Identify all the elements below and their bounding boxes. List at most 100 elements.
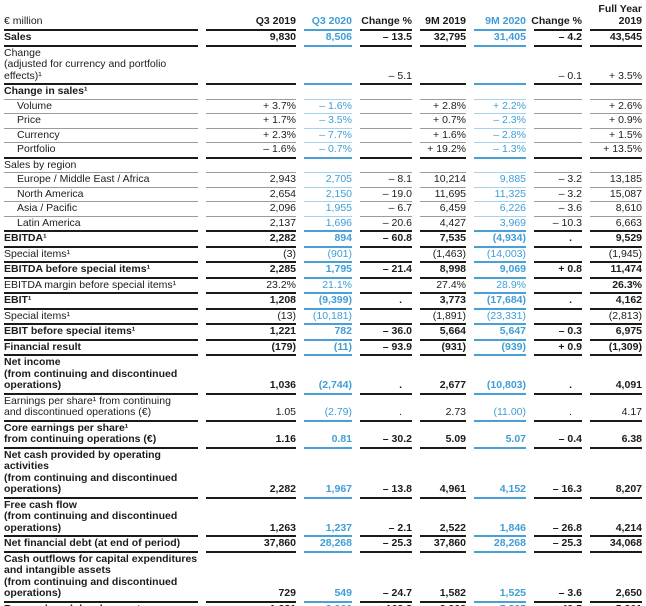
cell-change-pct-q3: – 20.6 bbox=[360, 217, 412, 232]
cell-9m-2019: 11,695 bbox=[420, 188, 466, 202]
cell-q3-2019: 1,281 bbox=[206, 603, 296, 606]
table-row: EBIT¹ 1,208 (9,399). 3,773 (17,684). 4,162 bbox=[4, 294, 642, 310]
cell-q3-2020: 1,237 bbox=[304, 499, 352, 537]
cell-full-year-2019: 34,068 bbox=[590, 537, 642, 553]
row-label: Change in sales¹ bbox=[4, 85, 198, 100]
cell-9m-2020: 1,846 bbox=[474, 499, 526, 537]
cell-9m-2019: 2.73 bbox=[420, 395, 466, 422]
cell-9m-2020: 5,647 bbox=[474, 325, 526, 341]
cell-q3-2020: 8,506 bbox=[304, 31, 352, 47]
cell-q3-2019 bbox=[206, 47, 296, 85]
cell-9m-2020: – 1.3% bbox=[474, 143, 526, 159]
cell-full-year-2019: 6.38 bbox=[590, 422, 642, 449]
cell-q3-2019: 1.05 bbox=[206, 395, 296, 422]
cell-q3-2020: (2,744) bbox=[304, 356, 352, 395]
cell-9m-2019: 1,582 bbox=[420, 553, 466, 603]
cell-q3-2019: 2,943 bbox=[206, 173, 296, 188]
cell-q3-2020: 1,967 bbox=[304, 449, 352, 499]
table-row: North America 2,654 2,150 – 19.0 11,695 11,32… bbox=[4, 187, 642, 202]
cell-change-pct-q3: – 8.1 bbox=[360, 173, 412, 188]
row-label: North America bbox=[4, 187, 198, 202]
cell-9m-2019: (1,463) bbox=[420, 248, 466, 263]
row-label-line: Research and development expenses bbox=[4, 603, 191, 606]
cell-9m-2019 bbox=[420, 159, 466, 173]
cell-9m-2019: 37,860 bbox=[420, 537, 466, 553]
cell-change-pct-q3: . bbox=[360, 395, 412, 422]
cell-change-pct-9m bbox=[534, 143, 582, 159]
cell-q3-2019: 2,654 bbox=[206, 188, 296, 202]
cell-q3-2019: 9,830 bbox=[206, 31, 296, 47]
unit-label: € million bbox=[4, 3, 198, 31]
cell-9m-2020: (11.00) bbox=[474, 395, 526, 422]
row-label: EBIT¹ bbox=[4, 294, 198, 310]
cell-q3-2019: 37,860 bbox=[206, 537, 296, 553]
row-label-line: North America bbox=[17, 187, 84, 200]
cell-9m-2020: (10,803) bbox=[474, 356, 526, 395]
cell-change-pct-q3 bbox=[360, 100, 412, 114]
row-label: Earnings per share¹ from continuing and d… bbox=[4, 395, 198, 422]
row-label: Free cash flow (from continuing and disco… bbox=[4, 499, 198, 537]
cell-9m-2019: 5.09 bbox=[420, 422, 466, 449]
cell-change-pct-q3 bbox=[360, 143, 412, 159]
cell-change-pct-9m: + 0.9 bbox=[534, 341, 582, 356]
cell-change-pct-9m bbox=[534, 248, 582, 263]
cell-change-pct-9m: – 3.6 bbox=[534, 553, 582, 603]
cell-full-year-2019: 2,650 bbox=[590, 553, 642, 603]
cell-full-year-2019: + 2.6% bbox=[590, 100, 642, 114]
cell-full-year-2019: 13,185 bbox=[590, 173, 642, 188]
table-header-row: € million Q3 2019 Q3 2020 Change % 9M 20… bbox=[4, 3, 642, 31]
cell-full-year-2019: 26.3% bbox=[590, 279, 642, 294]
cell-change-pct-9m: – 0.3 bbox=[534, 325, 582, 341]
row-label-line: Special items¹ bbox=[4, 247, 70, 260]
cell-change-pct-9m: – 3.2 bbox=[534, 173, 582, 188]
cell-full-year-2019: + 1.5% bbox=[590, 129, 642, 143]
row-label-line: Net financial debt (at end of period) bbox=[4, 537, 181, 549]
table-row: Financial result (179) (11) – 93.9 (931) (939… bbox=[4, 341, 642, 356]
cell-change-pct-9m: – 4.2 bbox=[534, 31, 582, 47]
cell-full-year-2019: 43,545 bbox=[590, 31, 642, 47]
cell-change-pct-q3 bbox=[360, 279, 412, 294]
table-row: Change in sales¹ bbox=[4, 85, 642, 100]
cell-change-pct-q3: . bbox=[360, 356, 412, 395]
cell-q3-2019: (3) bbox=[206, 248, 296, 263]
cell-change-pct-q3: – 24.7 bbox=[360, 553, 412, 603]
cell-q3-2020: – 7.7% bbox=[304, 129, 352, 143]
cell-full-year-2019: + 13.5% bbox=[590, 143, 642, 159]
table-row: Core earnings per share¹ from continuing … bbox=[4, 422, 642, 449]
cell-change-pct-9m: – 26.8 bbox=[534, 499, 582, 537]
col-header-full-year-line1: Full Year bbox=[598, 3, 642, 15]
cell-9m-2019: 27.4% bbox=[420, 279, 466, 294]
cell-change-pct-9m: + 0.8 bbox=[534, 263, 582, 279]
cell-change-pct-9m: . bbox=[534, 294, 582, 310]
row-label: Volume bbox=[4, 100, 198, 114]
cell-q3-2019: 2,096 bbox=[206, 202, 296, 217]
cell-full-year-2019: 6,975 bbox=[590, 325, 642, 341]
cell-change-pct-9m bbox=[534, 129, 582, 143]
row-label: Research and development expenses bbox=[4, 603, 198, 606]
cell-9m-2020: + 2.2% bbox=[474, 100, 526, 114]
cell-q3-2019 bbox=[206, 159, 296, 173]
cell-9m-2019: + 1.6% bbox=[420, 129, 466, 143]
cell-9m-2019: 10,214 bbox=[420, 173, 466, 188]
cell-q3-2019: 2,285 bbox=[206, 263, 296, 279]
cell-9m-2020: 1,525 bbox=[474, 553, 526, 603]
cell-change-pct-9m bbox=[534, 310, 582, 325]
cell-change-pct-q3: . bbox=[360, 294, 412, 310]
cell-q3-2020 bbox=[304, 47, 352, 85]
row-label: Special items¹ bbox=[4, 247, 198, 263]
cell-change-pct-q3: – 60.8 bbox=[360, 232, 412, 248]
cell-full-year-2019: (2,813) bbox=[590, 310, 642, 325]
cell-change-pct-q3: – 2.1 bbox=[360, 499, 412, 537]
cell-q3-2020: – 3.5% bbox=[304, 114, 352, 129]
cell-q3-2020 bbox=[304, 85, 352, 100]
cell-9m-2020 bbox=[474, 85, 526, 100]
table-row: Free cash flow (from continuing and disco… bbox=[4, 499, 642, 537]
cell-9m-2019 bbox=[420, 47, 466, 85]
row-label-line: from continuing operations (€) bbox=[4, 433, 157, 445]
cell-change-pct-9m bbox=[534, 114, 582, 129]
cell-9m-2020: 4,152 bbox=[474, 449, 526, 499]
row-label: Asia / Pacific bbox=[4, 202, 198, 217]
table-row: EBITDA¹ 2,282 894 – 60.8 7,535 (4,934). 9,529 bbox=[4, 232, 642, 248]
cell-full-year-2019: (1,309) bbox=[590, 341, 642, 356]
cell-9m-2019: 8,998 bbox=[420, 263, 466, 279]
